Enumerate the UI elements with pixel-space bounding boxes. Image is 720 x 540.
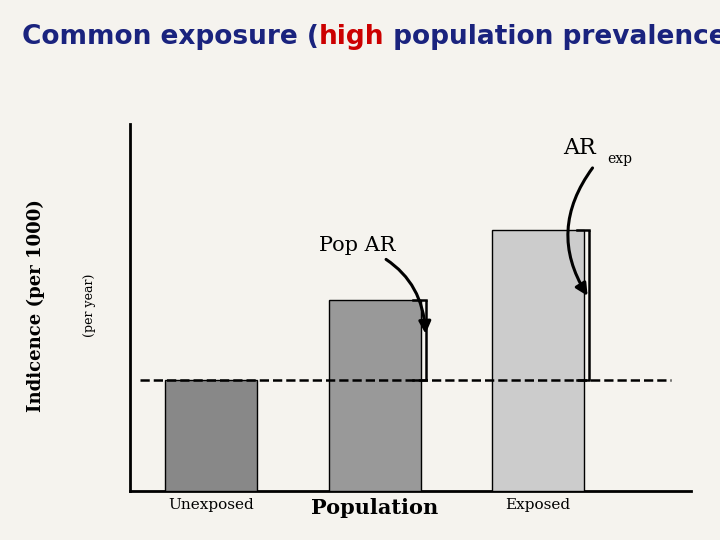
Text: population prevalence): population prevalence)	[384, 24, 720, 50]
Text: Indicence (per 1000): Indicence (per 1000)	[27, 199, 45, 411]
Bar	[492, 230, 584, 491]
Text: (per year): (per year)	[84, 273, 96, 337]
Text: high: high	[318, 24, 384, 50]
Text: Pop AR: Pop AR	[318, 236, 430, 330]
Text: Common exposure (: Common exposure (	[22, 24, 318, 50]
Bar	[166, 380, 257, 491]
Bar	[329, 300, 420, 491]
Text: AR: AR	[564, 137, 596, 159]
Text: exp: exp	[608, 152, 632, 166]
